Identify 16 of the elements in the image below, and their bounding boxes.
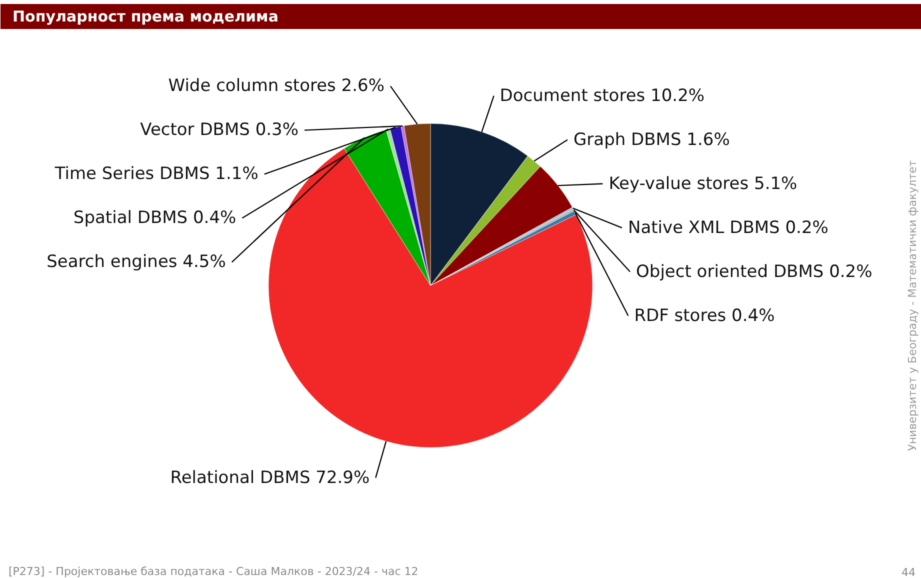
slice-label: Native XML DBMS 0.2%	[628, 218, 828, 238]
slice-label: Key-value stores 5.1%	[608, 174, 798, 194]
chart-title: Популарност према моделима	[12, 8, 278, 26]
slice-label: Graph DBMS 1.6%	[573, 130, 730, 150]
slice-label: Document stores 10.2%	[500, 86, 705, 106]
slice-label: Vector DBMS 0.3%	[140, 120, 299, 140]
slice-label: Spatial DBMS 0.4%	[73, 208, 236, 228]
slice-label: Relational DBMS 72.9%	[170, 468, 370, 488]
text: 44	[902, 566, 916, 578]
slice-label: Object oriented DBMS 0.2%	[636, 262, 872, 282]
slice-label: Time Series DBMS 1.1%	[54, 164, 258, 184]
slice-label: Search engines 4.5%	[46, 252, 226, 272]
slice-label: RDF stores 0.4%	[634, 306, 775, 326]
slice-label: Wide column stores 2.6%	[168, 76, 385, 96]
text: Универзитет у Београду - Математички факултет	[906, 160, 919, 451]
text: [P273] - Пројектовање база података - Саша Малков - 2023/24 - час 12	[8, 565, 418, 578]
